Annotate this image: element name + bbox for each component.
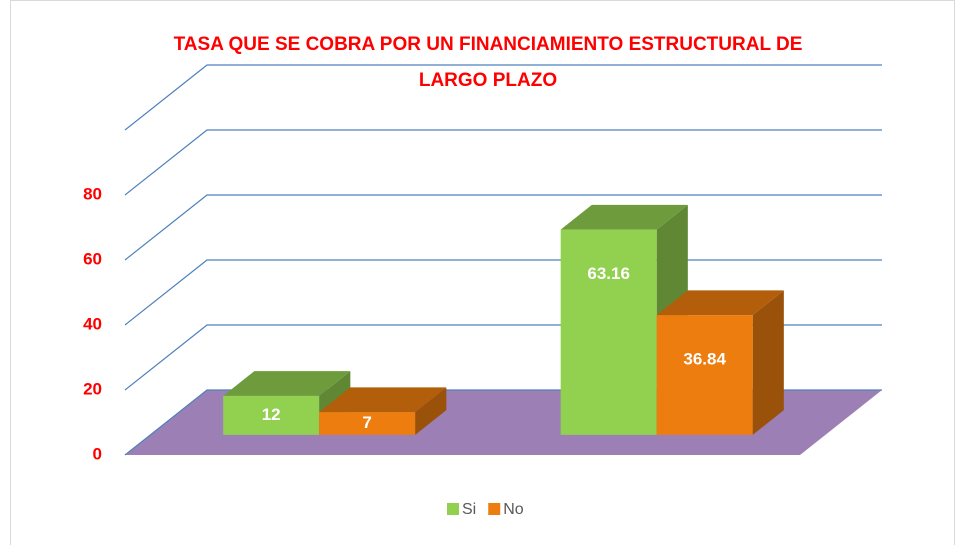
data-label: 12 [262,405,281,424]
grid-line [124,129,882,196]
bar-side [752,290,784,435]
bar-top [223,371,351,396]
bar [656,315,753,435]
legend-label: Si [462,501,476,518]
chart-title: TASA QUE SE COBRA POR UN FINANCIAMIENTO … [174,34,803,91]
grid-line [124,194,882,261]
bar [223,395,320,435]
data-label: 36.84 [683,350,726,369]
y-tick-label: 40 [83,314,102,333]
y-tick-label: 0 [93,444,102,463]
data-label: 63.16 [587,264,630,283]
bar-top [560,204,688,230]
legend-swatch [488,503,501,515]
bar [560,229,657,435]
y-tick-label: 20 [83,379,102,398]
bar-top [656,290,784,316]
legend-swatch [447,503,459,515]
legend-label: No [503,501,524,518]
y-tick-label: 80 [83,184,102,203]
bar [319,412,416,435]
bar-top [319,387,447,413]
grid-line [124,64,882,131]
bar-side [415,387,447,435]
data-label: 7 [362,413,371,432]
y-tick-label: 60 [83,249,102,268]
